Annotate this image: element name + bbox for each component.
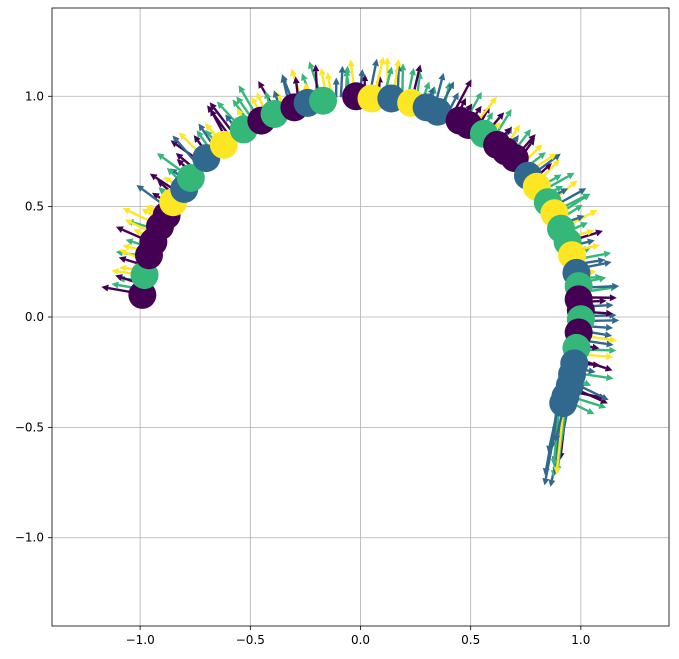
plot-area	[101, 56, 620, 487]
x-tick-label: 0.0	[351, 633, 370, 647]
x-tick-label: −0.5	[236, 633, 265, 647]
x-axis: −1.0 −0.5 0.0 0.5 1.0	[126, 626, 590, 647]
x-tick-label: 1.0	[571, 633, 590, 647]
scatter-point	[209, 130, 238, 159]
vector-arrow	[332, 77, 340, 98]
vector-arrow	[553, 409, 565, 475]
scatter-point	[423, 97, 452, 126]
y-tick-label: −0.5	[15, 420, 44, 434]
y-axis: −1.0 −0.5 0.0 0.5 1.0	[15, 89, 52, 545]
scatter-point	[309, 86, 338, 115]
y-tick-label: −1.0	[15, 531, 44, 545]
scatter-point	[176, 163, 205, 192]
y-tick-label: 0.0	[25, 310, 44, 324]
scatter-point	[549, 389, 578, 418]
points-group	[128, 82, 595, 418]
vector-arrow	[338, 65, 346, 98]
x-tick-label: −1.0	[126, 633, 155, 647]
y-tick-label: 1.0	[25, 89, 44, 103]
scatter-point	[357, 84, 386, 113]
x-tick-label: 0.5	[461, 633, 480, 647]
y-tick-label: 0.5	[25, 200, 44, 214]
